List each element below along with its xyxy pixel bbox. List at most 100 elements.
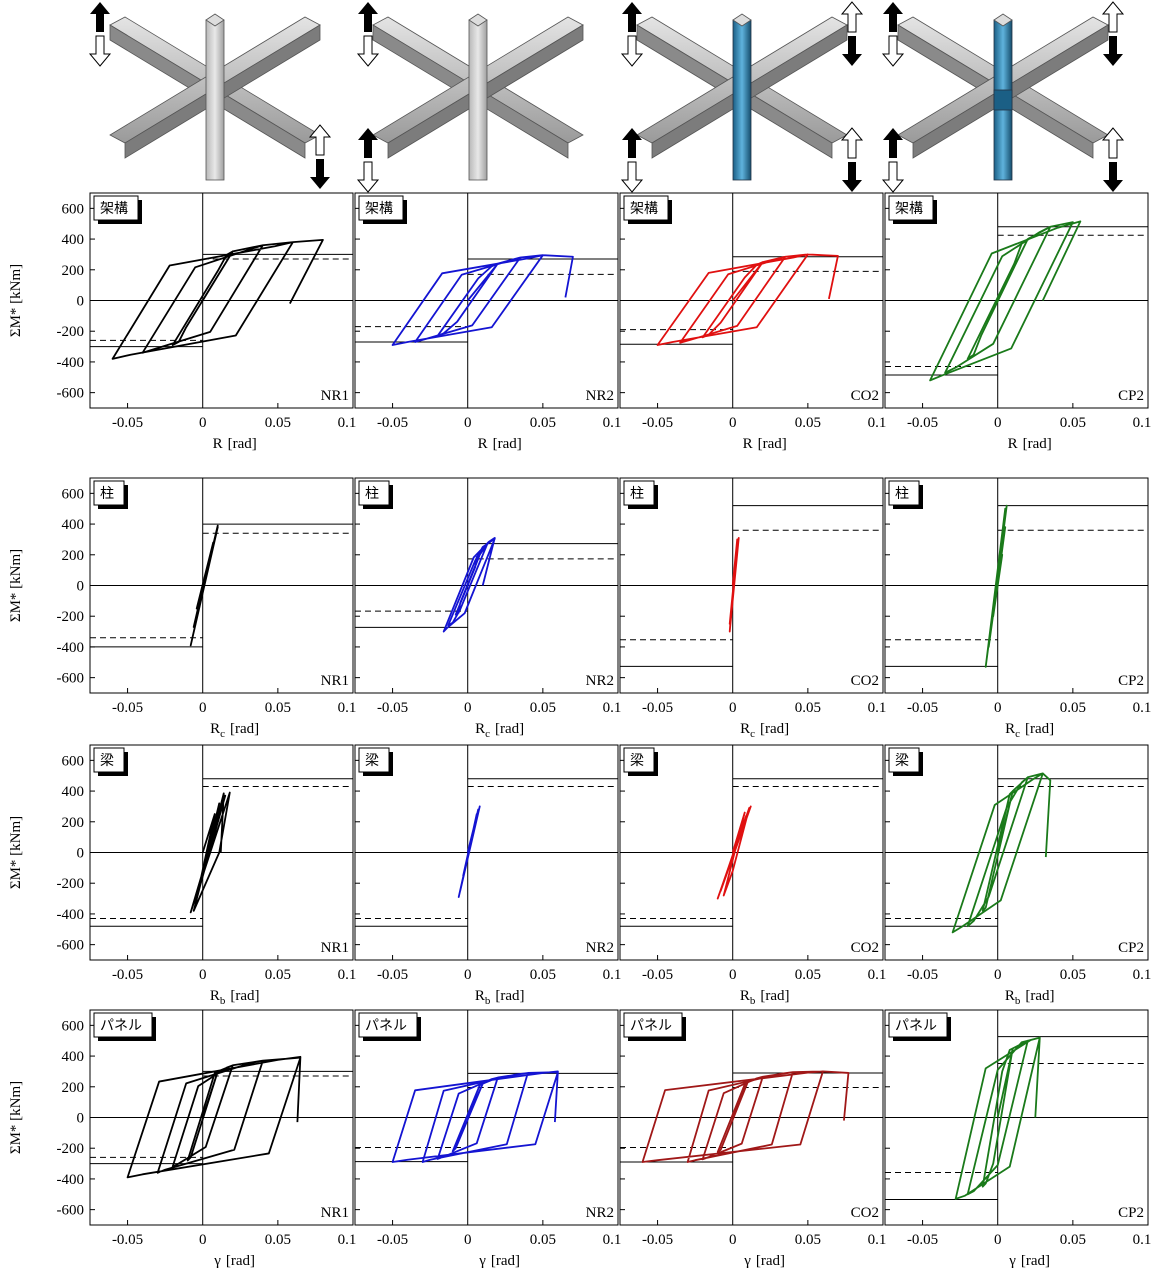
x-tick-label: 0 <box>729 967 737 983</box>
x-axis-label: R[rad] <box>213 436 257 452</box>
chart-panel: -0.0500.050.1梁NR2Rb[rad] <box>355 745 621 1007</box>
chart-panel: -600-400-2000200400600-0.0500.050.1柱NR1R… <box>8 478 356 740</box>
x-axis-label-unit: [rad] <box>760 988 789 1004</box>
x-axis-label: R[rad] <box>1008 436 1052 452</box>
x-axis-label: R[rad] <box>743 436 787 452</box>
specimen-drawing <box>358 2 583 192</box>
specimen-label: NR1 <box>321 940 349 956</box>
x-axis-label-unit: [rad] <box>491 1253 520 1268</box>
panel-label: 柱 <box>895 486 909 502</box>
x-axis-label: Rc[rad] <box>210 721 259 740</box>
panel-label: 架構 <box>895 201 923 217</box>
panel-label: 架構 <box>100 201 128 217</box>
x-tick-label: 0.05 <box>795 1232 821 1248</box>
x-tick-label: 0.05 <box>795 415 821 431</box>
x-tick-label: 0.1 <box>338 967 357 983</box>
x-axis-label-main: γ <box>478 1253 486 1268</box>
x-tick-label: 0.05 <box>265 415 291 431</box>
x-tick-label: 0.1 <box>868 967 887 983</box>
y-tick-label: -600 <box>57 671 85 687</box>
x-axis-label-sub: c <box>750 728 755 740</box>
x-axis-label-main: R <box>740 988 750 1004</box>
x-tick-label: 0 <box>464 700 472 716</box>
x-tick-label: 0.05 <box>1060 967 1086 983</box>
specimen-label: NR1 <box>321 1205 349 1221</box>
x-axis-label: Rc[rad] <box>475 721 524 740</box>
x-axis-label: γ [rad] <box>478 1253 520 1268</box>
x-tick-label: 0.05 <box>530 967 556 983</box>
x-tick-label: 0.1 <box>1133 967 1152 983</box>
x-axis-label-unit: [rad] <box>230 721 259 737</box>
chart-panel: -0.0500.050.1架構NR2R[rad] <box>355 193 621 452</box>
specimen-label: NR1 <box>321 388 349 404</box>
y-tick-label: 200 <box>62 815 85 831</box>
y-tick-label: -400 <box>57 640 85 656</box>
x-tick-label: 0.05 <box>1060 1232 1086 1248</box>
specimen-label: NR2 <box>586 940 614 956</box>
x-tick-label: -0.05 <box>642 1232 673 1248</box>
x-axis-label-main: R <box>1005 721 1015 737</box>
x-tick-label: -0.05 <box>112 1232 143 1248</box>
specimen-drawing <box>622 2 862 192</box>
x-axis-label-main: γ <box>213 1253 221 1268</box>
x-axis-label-sub: c <box>485 728 490 740</box>
x-tick-label: -0.05 <box>377 415 408 431</box>
x-tick-label: -0.05 <box>907 415 938 431</box>
x-tick-label: 0.1 <box>603 967 622 983</box>
panel-label: 梁 <box>630 753 644 769</box>
x-axis-label-main: R <box>740 721 750 737</box>
y-tick-label: -400 <box>57 355 85 371</box>
chart-panel: -0.0500.050.1梁CP2Rb[rad] <box>885 745 1151 1007</box>
x-tick-label: 0 <box>464 967 472 983</box>
chart-panel: -0.0500.050.1パネルCP2γ[rad] <box>885 1010 1151 1268</box>
x-axis-label-main: R <box>475 721 485 737</box>
x-axis-label-unit: [rad] <box>1025 721 1054 737</box>
y-tick-label: 0 <box>77 846 85 862</box>
x-axis-label-unit: [rad] <box>1023 436 1052 452</box>
x-tick-label: 0 <box>199 700 207 716</box>
x-axis-label-unit: [rad] <box>226 1253 255 1268</box>
x-axis-label-main: R <box>478 436 488 452</box>
y-tick-label: 600 <box>62 486 85 502</box>
page-body: {"chart_data": [ {"type": "line", "panel… <box>0 0 1163 1268</box>
specimen-label: CP2 <box>1118 1205 1144 1221</box>
y-tick-label: 400 <box>62 517 85 533</box>
x-tick-label: 0.1 <box>868 415 887 431</box>
y-tick-label: 0 <box>77 294 85 310</box>
x-tick-label: -0.05 <box>112 967 143 983</box>
chart-panel: -0.0500.050.1梁CO2Rb[rad] <box>620 745 886 1007</box>
x-tick-label: 0.05 <box>530 1232 556 1248</box>
y-tick-label: 0 <box>77 579 85 595</box>
panel-label: 梁 <box>100 753 114 769</box>
y-axis-label: ΣM* [kNm] <box>8 549 24 622</box>
panel-label: パネル <box>365 1018 407 1034</box>
x-tick-label: 0 <box>729 1232 737 1248</box>
y-tick-label: -200 <box>57 324 85 340</box>
x-tick-label: -0.05 <box>642 967 673 983</box>
panel-label: パネル <box>100 1018 142 1034</box>
x-tick-label: 0 <box>729 415 737 431</box>
x-tick-label: 0.05 <box>530 700 556 716</box>
x-axis-label-unit: [rad] <box>1021 1253 1050 1268</box>
x-axis-label: Rb[rad] <box>210 988 260 1007</box>
y-tick-label: 600 <box>62 753 85 769</box>
x-axis-label-sub: c <box>1015 728 1020 740</box>
x-axis-label: Rc[rad] <box>740 721 789 740</box>
chart-panel: -600-400-2000200400600-0.0500.050.1梁NR1R… <box>8 745 356 1007</box>
panel-label: 梁 <box>895 753 909 769</box>
specimen-drawing <box>883 2 1123 192</box>
page: Hysteresis curves html, body { margin: 0… <box>0 0 1163 1268</box>
x-axis-label-main: R <box>213 436 223 452</box>
x-tick-label: -0.05 <box>907 700 938 716</box>
x-tick-label: 0.1 <box>338 415 357 431</box>
x-tick-label: 0.05 <box>795 967 821 983</box>
specimen-label: NR2 <box>586 673 614 689</box>
y-tick-label: -400 <box>57 907 85 923</box>
specimen-label: NR2 <box>586 1205 614 1221</box>
